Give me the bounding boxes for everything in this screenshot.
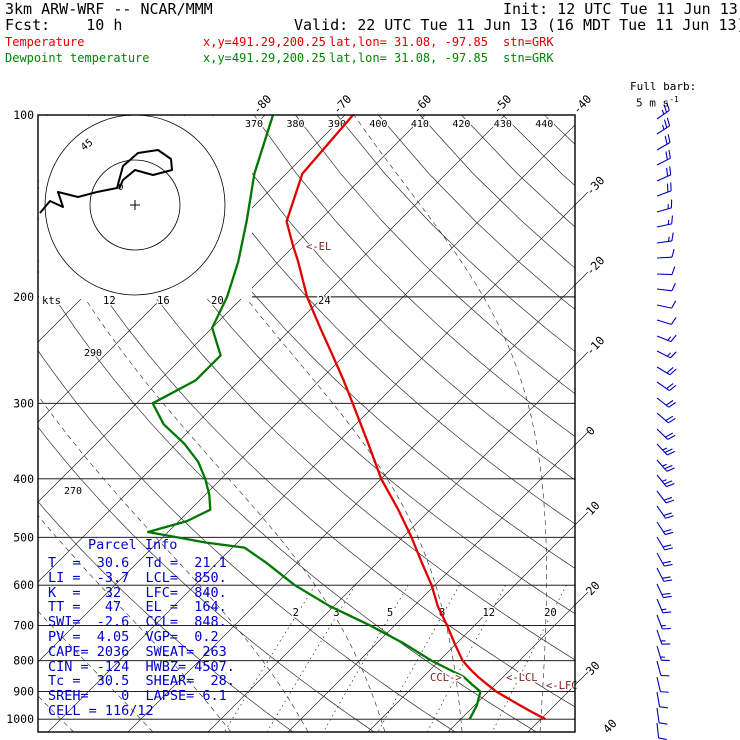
barb-legend-value: 5 m s-1 [636,93,679,111]
mixing-ratio-label: 5 [387,607,393,619]
grid-label: 20 [211,295,224,307]
temperature-legend-xy: x,y=491.29,200.25 [203,35,326,49]
lfc-marker: <-LFC [546,680,578,692]
pressure-label: 600 [13,578,34,592]
dewpoint-curve [146,115,482,720]
parcel-info-line: PV = 4.05 VGP= 0.2 [48,628,219,645]
grid-label: 24 [318,295,331,307]
temperature-legend-label: Temperature [5,35,85,49]
level-markers: <-EL CCL-> <-LCL <-LFC [305,240,580,694]
pressure-label: 100 [13,108,34,122]
lcl-marker: <-LCL [506,672,538,684]
isotherm-right-label: 10 [583,498,603,518]
barb-legend-title: Full barb: [630,80,697,93]
temperature-curve [285,115,547,721]
grid-label: 290 [84,348,102,359]
theta-label: 430 [494,119,512,130]
plot-border [37,114,576,733]
mixing-ratio-label: 3 [333,607,339,619]
isotherm-right-label: 40 [600,716,620,736]
dewpoint-legend-latlon: lat,lon= 31.08, -97.85 [329,51,488,65]
parcel-info-line: Tc = 30.5 SHEAR= 28. [48,673,235,690]
theta-label: 380 [286,119,304,130]
grid-label: kts [42,295,61,307]
theta-label: 400 [369,119,387,130]
pressure-label: 800 [13,654,34,668]
grid-label: 12 [103,295,116,307]
theta-label: 370 [245,119,263,130]
temperature-legend-latlon: lat,lon= 31.08, -97.85 [329,35,488,49]
mixing-ratio-label: 2 [293,607,299,619]
isotherm-top-label: -40 [570,92,594,117]
parcel-info-line: TT = 47 EL = 164. [48,599,227,616]
dewpoint-legend-xy: x,y=491.29,200.25 [203,51,326,65]
isotherm-top-label: -60 [410,92,434,117]
dewpoint-legend-label: Dewpoint temperature [5,51,150,65]
mixing-ratio-label: 12 [482,607,495,619]
grid-label: 270 [64,486,82,497]
pressure-label: 500 [13,530,34,544]
pressure-label: 300 [13,396,34,410]
grid-label: 16 [157,295,170,307]
valid-time: Valid: 22 UTC Tue 11 Jun 13 (16 MDT Tue … [294,16,740,34]
isotherm-top-label: -50 [490,92,514,117]
parcel-info-block: T = 30.6 Td = 21.1 LI = -3.7 LCL= 850. K =… [48,556,235,719]
isotherm-right-label: -30 [583,173,607,198]
skewt-grid [38,115,575,732]
isotherm-right-label: -10 [583,333,607,358]
mixing-ratio-label: 20 [544,607,557,619]
parcel-info-line: SREH= 0 LAPSE= 6.1 [48,688,227,705]
parcel-info-title: Parcel Info [88,537,178,553]
pressure-label: 400 [13,472,34,486]
isotherm-right-label: 30 [583,658,603,678]
pressure-label: 1000 [6,712,34,726]
dewpoint-legend-stn: stn=GRK [503,51,554,65]
isotherm-right-label: 20 [583,578,603,598]
temperature-legend-stn: stn=GRK [503,35,554,49]
isotherm-right-label: -20 [583,253,607,278]
init-time: Init: 12 UTC Tue 11 Jun 13 [503,0,738,18]
parcel-info-line: CIN = -124 HWBZ= 4507. [48,658,235,675]
hodograph-trace [39,149,173,214]
parcel-info-line: K = 32 LFC= 840. [48,584,227,601]
barb-legend-exponent: -1 [669,95,679,104]
model-title: 3km ARW-WRF -- NCAR/MMM [5,0,213,18]
isotherm-top-label: -70 [330,92,354,117]
forecast-hour: Fcst: 10 h [5,16,123,34]
isotherm-top-label: -80 [250,92,274,117]
parcel-info-line: SWI= -2.6 CCL= 848. [48,614,227,631]
parcel-info-line: CELL = 116/12 [48,702,154,719]
pressure-label: 900 [13,685,34,699]
theta-label: 440 [535,119,553,130]
el-marker: <-EL [306,241,331,253]
theta-label: 420 [452,119,470,130]
wind-barbs [656,102,677,740]
parcel-info-line: T = 30.6 Td = 21.1 [48,555,227,571]
pressure-label: 700 [13,619,34,633]
pressure-label: 200 [13,290,34,304]
ccl-marker: CCL-> [430,672,462,684]
hodograph-ring [89,159,181,251]
parcel-info-line: LI = -3.7 LCL= 850. [48,569,227,586]
sounding-curves [146,115,547,721]
hodograph-panel [39,116,252,299]
parcel-info-line: CAPE= 2036 SWEAT= 263 [48,643,227,660]
barb-legend-speed: 5 m s [636,96,670,110]
hodograph-height-label: 0 [118,183,123,193]
isotherm-right-label: 0 [583,423,598,438]
theta-label: 410 [411,119,429,130]
